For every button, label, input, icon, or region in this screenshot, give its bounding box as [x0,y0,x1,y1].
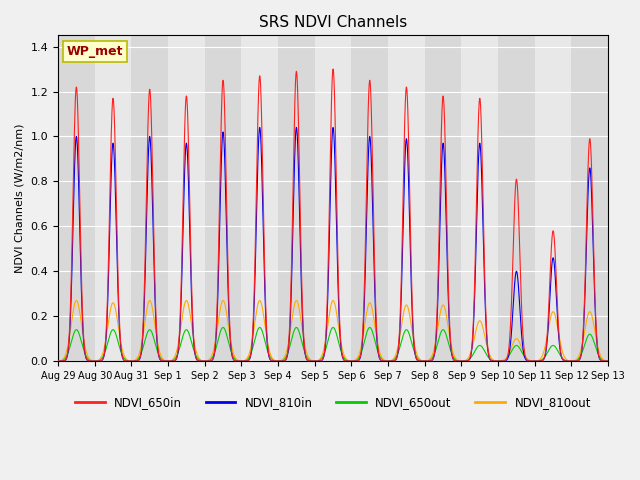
Bar [498,36,535,361]
Bar [168,36,205,361]
Bar [351,36,388,361]
Bar [388,36,425,361]
Bar [205,36,241,361]
Bar [95,36,131,361]
Bar [278,36,315,361]
Bar [535,36,572,361]
Title: SRS NDVI Channels: SRS NDVI Channels [259,15,407,30]
Legend: NDVI_650in, NDVI_810in, NDVI_650out, NDVI_810out: NDVI_650in, NDVI_810in, NDVI_650out, NDV… [70,392,596,414]
Bar [572,36,608,361]
Y-axis label: NDVI Channels (W/m2/nm): NDVI Channels (W/m2/nm) [15,123,25,273]
Bar [58,36,95,361]
Bar [425,36,461,361]
Bar [315,36,351,361]
Bar [461,36,498,361]
Bar [131,36,168,361]
Bar [241,36,278,361]
Text: WP_met: WP_met [67,45,123,58]
